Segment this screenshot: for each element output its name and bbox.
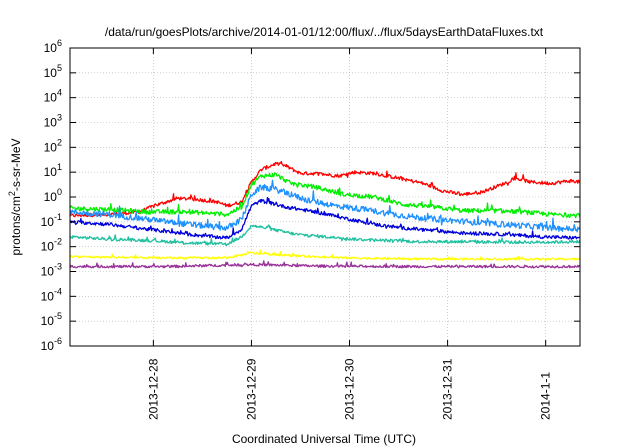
x-tick-label: 2013-12-28 <box>146 358 160 420</box>
flux-series-line-0 <box>69 160 581 218</box>
x-tick-label: 2013-12-30 <box>343 358 357 420</box>
chart-title: /data/run/goesPlots/archive/2014-01-01/1… <box>105 25 544 39</box>
x-axis-label: Coordinated Universal Time (UTC) <box>232 432 416 446</box>
y-axis-label-sup: 2 <box>7 191 17 196</box>
y-tick-label: 10-1 <box>41 212 62 229</box>
y-axis-label-rest: -s-sr-MeV <box>9 138 23 191</box>
x-tick-label: 2014-1-1 <box>539 372 553 420</box>
y-axis-label-base: protons/cm <box>9 196 23 255</box>
svg-text:protons/cm2-s-sr-MeV: protons/cm2-s-sr-MeV <box>7 138 23 255</box>
flux-series-line-6 <box>69 260 581 269</box>
y-tick-label: 105 <box>44 63 62 80</box>
flux-series-line-2 <box>69 179 581 233</box>
series-lines <box>69 160 581 269</box>
y-tick-label: 10-4 <box>41 286 62 303</box>
y-tick-label: 10-3 <box>41 262 62 279</box>
y-tick-label: 101 <box>44 162 62 179</box>
x-tick-label: 2013-12-31 <box>441 358 455 420</box>
x-tick-label: 2013-12-29 <box>244 358 258 420</box>
y-tick-label: 106 <box>44 38 62 55</box>
flux-series-line-1 <box>69 172 581 219</box>
y-axis-label: protons/cm2-s-sr-MeV <box>7 138 23 255</box>
flux-series-line-3 <box>69 197 581 240</box>
y-tick-label: 100 <box>44 187 62 204</box>
y-tick-label: 10-6 <box>41 336 62 353</box>
flux-series-line-5 <box>69 249 581 261</box>
y-tick-label: 102 <box>44 137 62 154</box>
y-tick-label: 10-5 <box>41 311 62 328</box>
y-tick-label: 103 <box>44 113 62 130</box>
grid-lines <box>70 48 580 346</box>
axis-ticks: 10-6 10-5 10-4 10-3 10-2 10-1 100 101 102 103 104 1… <box>41 38 580 420</box>
flux-series-line-4 <box>69 224 581 246</box>
y-tick-label: 10-2 <box>41 237 62 254</box>
y-tick-label: 104 <box>44 88 62 105</box>
